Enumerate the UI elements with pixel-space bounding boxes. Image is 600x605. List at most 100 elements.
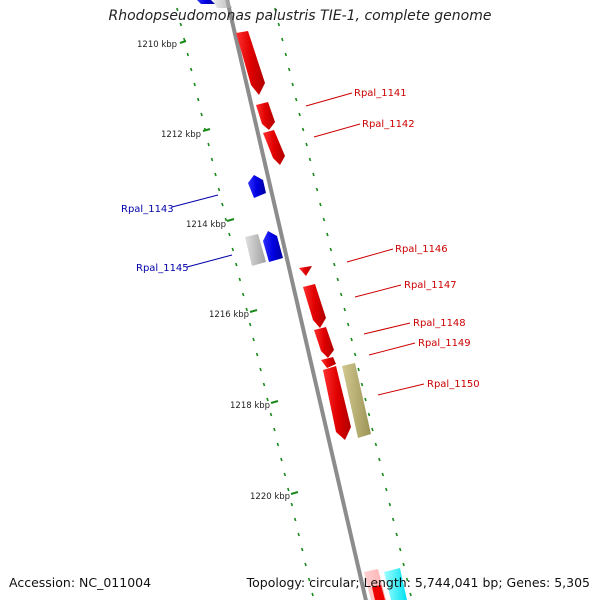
outer-tick [350, 337, 353, 342]
outer-tick [343, 307, 346, 312]
outer-tick [381, 472, 385, 477]
outer-tick [305, 142, 308, 147]
inner-tick [311, 592, 314, 597]
outer-tick [367, 412, 371, 417]
outer-tick [409, 592, 412, 597]
outer-tick [308, 157, 312, 162]
gene-rpal-1145 [263, 231, 283, 262]
inner-tick [189, 67, 193, 72]
inner-tick [266, 397, 269, 402]
outer-tick [333, 262, 336, 267]
inner-tick [210, 157, 214, 162]
gene-rpal-1142b [263, 130, 285, 165]
outer-tick [298, 112, 301, 117]
outer-tick-track [274, 7, 412, 597]
inner-tick [217, 187, 221, 192]
inner-tick [224, 217, 228, 222]
feature-rpal-1150 [342, 363, 371, 438]
accession-text: Accession: NC_011004 [9, 575, 152, 590]
scale-label: 1216 kbp [209, 310, 249, 320]
outer-tick [284, 52, 288, 57]
inner-tick [241, 292, 245, 297]
inner-tick [207, 142, 210, 147]
gene-rpal-1147 [303, 284, 326, 328]
outer-tick [319, 202, 322, 207]
reverse-gene-partial [197, 0, 215, 4]
outer-tick [277, 22, 281, 27]
outer-tick [291, 82, 294, 87]
inner-tick [297, 532, 300, 537]
scale-label: 1220 kbp [250, 492, 290, 502]
outer-tick [360, 382, 364, 387]
gene-rpal-1141 [236, 31, 265, 95]
outer-tick [405, 577, 409, 582]
outer-tick [353, 352, 357, 357]
scale-ticks [179, 40, 299, 495]
outer-tick [374, 442, 378, 447]
scale-label: 1214 kbp [186, 220, 226, 230]
forward-gene-labels: Rpal_1141 Rpal_1142 Rpal_1146 Rpal_1147 … [305, 88, 480, 396]
gene-label: Rpal_1146 [395, 244, 448, 255]
inner-tick [179, 22, 183, 27]
gene-rpal-1142a [256, 102, 275, 130]
gene-rpal-1148 [314, 327, 334, 358]
outer-tick [312, 172, 315, 177]
inner-tick [252, 337, 255, 342]
inner-tick [269, 412, 273, 417]
inner-tick [186, 52, 190, 57]
outer-tick [336, 277, 340, 282]
gene-label: Rpal_1147 [404, 280, 457, 291]
outer-tick [301, 127, 305, 132]
inner-tick [300, 547, 304, 552]
inner-tick [304, 562, 307, 567]
gene-label: Rpal_1141 [354, 88, 407, 99]
inner-tick [276, 442, 280, 447]
outer-tick [322, 217, 326, 222]
outer-tick [329, 247, 333, 252]
gene-label: Rpal_1148 [413, 318, 466, 329]
inner-tick [273, 427, 276, 432]
inner-tick [283, 472, 287, 477]
outer-tick [364, 397, 367, 402]
gene-rpal-1144 [245, 234, 266, 266]
inner-tick [259, 367, 262, 372]
inner-tick [238, 277, 242, 282]
inner-tick [293, 517, 297, 522]
outer-tick [378, 457, 381, 462]
outer-tick [395, 532, 398, 537]
inner-tick [248, 322, 252, 327]
outer-tick [402, 562, 405, 567]
outer-tick [315, 187, 319, 192]
inner-tick [176, 7, 179, 12]
inner-tick [221, 202, 224, 207]
inner-tick [196, 97, 200, 102]
gene-rpal-1149 [321, 357, 336, 368]
map-title: Rhodopseudomonas palustris TIE-1, comple… [108, 8, 492, 24]
pseudo-gene-partial [213, 0, 232, 8]
genome-backbone [225, 0, 369, 605]
gene-partial-red [372, 585, 385, 600]
inner-tick [280, 457, 283, 462]
gene-label: Rpal_1145 [136, 263, 189, 274]
scale-label: 1218 kbp [230, 401, 270, 411]
outer-tick [274, 7, 277, 12]
outer-tick [398, 547, 402, 552]
gene-rpal-1150-cds [323, 366, 351, 440]
gene-partial-cyan [384, 568, 407, 600]
inner-tick [235, 262, 238, 267]
inner-tick [200, 112, 203, 117]
gene-label: Rpal_1142 [362, 119, 415, 130]
gene-label: Rpal_1149 [418, 338, 471, 349]
inner-tick [307, 577, 311, 582]
inner-tick [214, 172, 217, 177]
reverse-gene-labels: Rpal_1143 Rpal_1145 [121, 194, 233, 274]
scale-labels: 1210 kbp 1212 kbp 1214 kbp 1216 kbp 1218… [137, 40, 290, 502]
inner-tick-track [176, 7, 314, 597]
inner-tick [262, 382, 266, 387]
partial-features-bottom [364, 568, 407, 600]
forward-genes [236, 31, 371, 440]
outer-tick [326, 232, 329, 237]
outer-tick [281, 37, 284, 42]
outer-tick [287, 67, 291, 72]
